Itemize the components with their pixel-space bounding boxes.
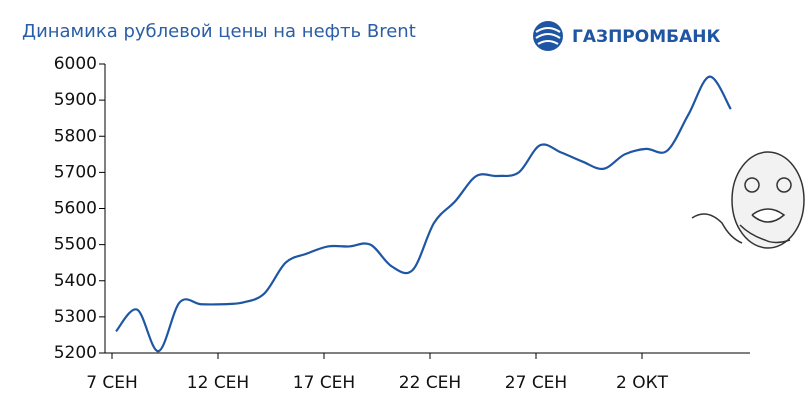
x-tick-label: 22 СЕН	[399, 373, 461, 393]
y-tick-label: 5800	[54, 126, 97, 146]
eye	[776, 177, 792, 193]
chart-title: Динамика рублевой цены на нефть Brent	[22, 21, 416, 42]
x-tick-label: 7 СЕН	[86, 373, 138, 393]
y-tick-label: 6000	[54, 54, 97, 74]
x-tick-label: 17 СЕН	[293, 373, 355, 393]
y-tick-label: 5600	[54, 199, 97, 219]
eye	[744, 177, 760, 193]
x-tick-label: 2 ОКТ	[616, 373, 669, 393]
y-tick-label: 5700	[54, 162, 97, 182]
y-tick-label: 5300	[54, 307, 97, 327]
meme-face	[691, 151, 805, 249]
face	[731, 151, 805, 249]
logo: ГАЗПРОМБАНК	[533, 21, 720, 51]
y-tick-label: 5200	[54, 343, 97, 363]
x-tick-label: 12 СЕН	[187, 373, 249, 393]
y-tick-label: 5400	[54, 271, 97, 291]
y-tick-label: 5900	[54, 90, 97, 110]
mouth	[751, 208, 786, 223]
logo-stripes	[535, 27, 561, 45]
x-tick-label: 27 СЕН	[505, 373, 567, 393]
logo-text: ГАЗПРОМБАНК	[572, 27, 720, 47]
line	[115, 75, 732, 353]
hands	[691, 213, 791, 244]
y-tick-label: 5500	[54, 235, 97, 255]
